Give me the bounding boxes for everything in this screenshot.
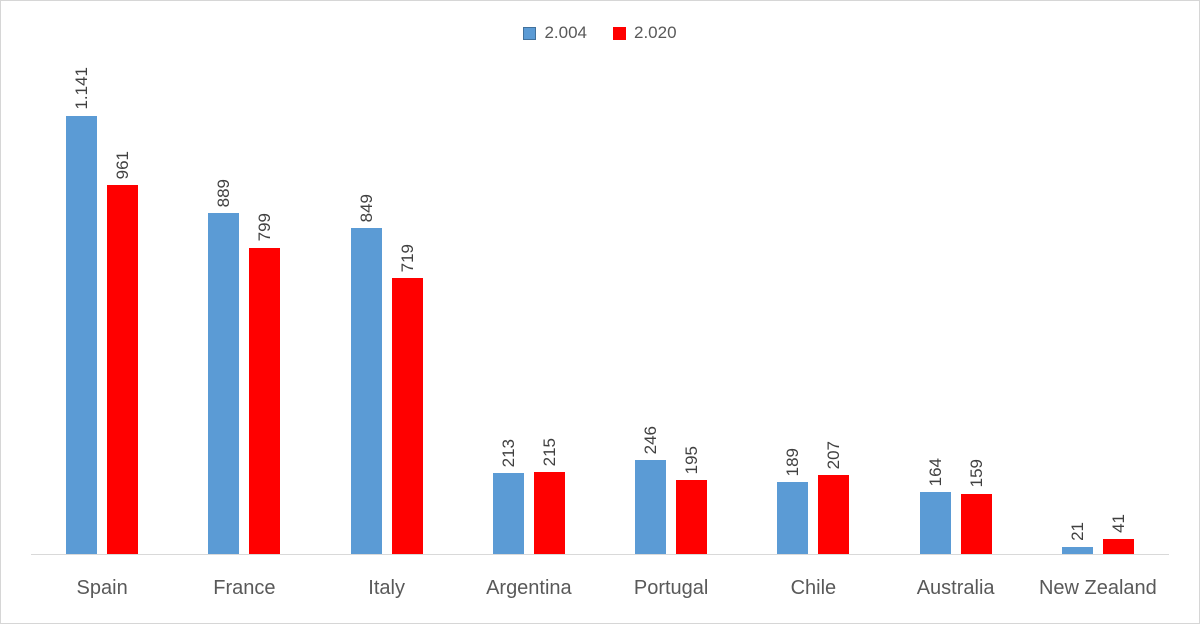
data-label: 207 [824,441,844,470]
category-label-new-zealand: New Zealand [1038,577,1157,599]
plot-area: 1.141 961 889 799 849 719 213 215 246 195 189 207 16… [31,1,1169,623]
bar-2.020-argentina [533,472,565,555]
category-label-argentina: Argentina [486,577,572,599]
bar-wrap: 961 [107,150,139,555]
data-label: 164 [925,457,945,486]
chart-legend: 2.004 2.020 [1,23,1199,43]
bar-2.004-new-zealand [1061,546,1093,555]
bar-2.004-france [208,213,240,555]
category-axis-labels: Spain France Italy Argentina Portugal Chile Au… [31,577,1169,600]
bar-2.004-italy [350,228,382,555]
legend-item-2.004: 2.004 [523,23,587,43]
bar-wrap: 207 [818,441,850,555]
bar-wrap: 195 [676,445,708,555]
bar-groups: 1.141 961 889 799 849 719 213 215 246 195 189 207 16… [31,15,1169,555]
bar-group-spain: 1.141 961 [31,15,173,555]
bar-2.020-france [249,247,281,555]
data-label: 889 [214,178,234,207]
bar-2.020-portugal [676,480,708,555]
category-label-spain: Spain [76,577,128,599]
bar-group-chile: 189 207 [742,15,884,555]
bar-wrap: 1.141 [66,67,98,555]
bar-group-italy: 849 719 [316,15,458,555]
data-label: 213 [498,438,518,467]
bar-group-argentina: 213 215 [458,15,600,555]
bar-group-new-zealand: 21 41 [1027,15,1169,555]
bar-2.004-chile [777,482,809,555]
bar-wrap: 164 [919,457,951,555]
bar-2.020-italy [391,278,423,555]
bar-wrap: 719 [391,244,423,555]
data-label: 159 [966,459,986,488]
bar-wrap: 889 [208,178,240,555]
data-label: 246 [641,426,661,455]
bar-group-australia: 164 159 [885,15,1027,555]
data-label: 215 [539,437,559,467]
legend-label: 2.020 [634,23,677,42]
data-label: 799 [255,213,275,242]
data-label: 21 [1067,521,1087,541]
bar-wrap: 849 [350,193,382,555]
x-axis-line [31,554,1169,555]
bar-group-portugal: 246 195 [600,15,742,555]
category-label-france: France [213,577,276,599]
bar-2.004-spain [66,116,98,555]
bar-2.004-argentina [492,473,524,555]
bar-2.004-portugal [635,460,667,555]
bar-2.020-spain [107,185,139,555]
data-label: 41 [1108,514,1128,534]
data-label: 189 [783,447,803,477]
bar-2.020-new-zealand [1102,539,1134,555]
bar-2.020-chile [818,475,850,555]
category-label-chile: Chile [790,577,837,599]
bar-2.020-australia [960,493,992,555]
bar-wrap: 246 [635,426,667,555]
bar-wrap: 41 [1102,514,1134,555]
category-label-portugal: Portugal [633,577,709,599]
data-label: 849 [356,193,376,223]
bar-wrap: 159 [960,459,992,555]
legend-swatch-icon [523,26,537,40]
bar-wrap: 213 [492,438,524,555]
bar-wrap: 215 [533,437,565,555]
data-label: 1.141 [72,67,92,110]
bar-group-france: 889 799 [173,15,315,555]
bar-2.004-australia [919,491,951,555]
data-label: 195 [682,445,702,474]
category-label-australia: Australia [916,577,995,599]
bar-wrap: 799 [249,213,281,555]
legend-swatch-icon [613,26,626,40]
legend-item-2.020: 2.020 [613,23,677,43]
legend-label: 2.004 [544,23,587,42]
data-label: 961 [113,150,133,180]
bar-wrap: 189 [777,447,809,555]
category-label-italy: Italy [368,577,405,599]
data-label: 719 [397,244,417,273]
bar-wrap: 21 [1061,521,1093,555]
